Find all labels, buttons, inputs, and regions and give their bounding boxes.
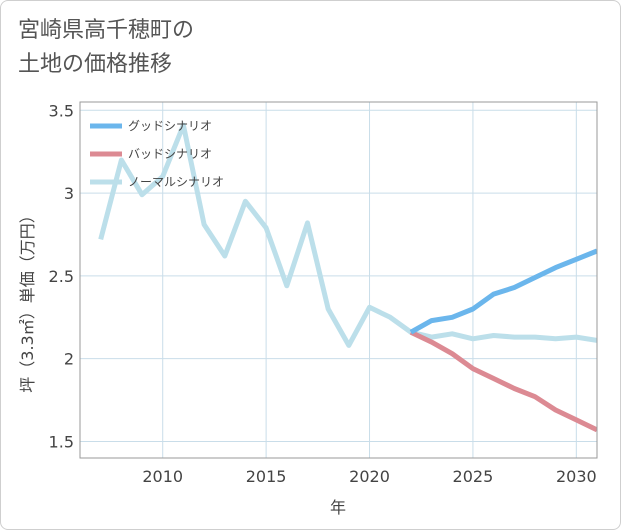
series-layer <box>98 122 597 433</box>
series-line-good <box>409 248 597 335</box>
x-tick-label: 2025 <box>453 467 494 486</box>
x-tick-label: 2020 <box>349 467 390 486</box>
grid-lines <box>80 102 597 458</box>
y-tick-label: 1.5 <box>49 432 74 451</box>
x-tick-label: 2010 <box>142 467 183 486</box>
x-tick-label: 2030 <box>556 467 597 486</box>
legend-label-good: グッドシナリオ <box>128 119 212 133</box>
series-line-normal <box>98 122 597 348</box>
chart-title-line-2: 土地の価格推移 <box>18 52 173 77</box>
chart-title-line-1: 宮崎県高千穂町の <box>18 18 195 43</box>
legend-label-bad: バッドシナリオ <box>128 147 212 161</box>
legend-label-normal: ノーマルシナリオ <box>128 175 224 189</box>
y-tick-label: 2.5 <box>49 267 74 286</box>
y-tick-label: 2 <box>64 350 74 369</box>
chart-title: 宮崎県高千穂町の 土地の価格推移 <box>18 14 194 82</box>
x-axis-ticks: 2010 2015 2020 2025 2030 <box>142 467 596 486</box>
y-tick-label: 3 <box>64 184 74 203</box>
plot-border <box>79 101 598 459</box>
series-line-bad <box>409 329 597 433</box>
x-tick-label: 2015 <box>246 467 287 486</box>
x-axis-label: 年 <box>330 498 346 517</box>
y-axis-label: 坪（3.3㎡）単価（万円） <box>18 207 37 392</box>
y-axis-ticks: 1.5 2 2.5 3 3.5 <box>49 101 74 451</box>
y-tick-label: 3.5 <box>49 101 74 120</box>
